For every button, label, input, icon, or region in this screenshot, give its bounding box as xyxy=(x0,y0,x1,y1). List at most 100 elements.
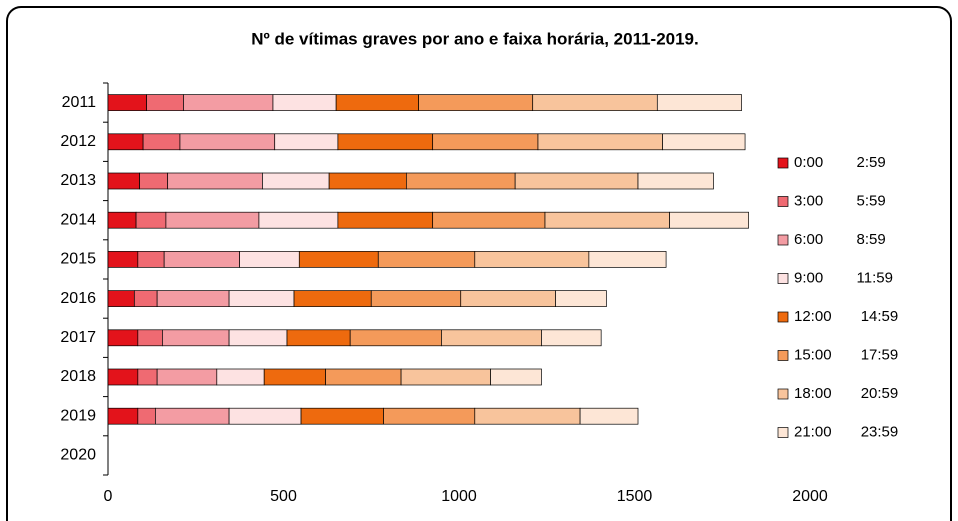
bar-segment xyxy=(146,94,184,111)
bar-segment xyxy=(474,407,581,425)
y-tick-label: 2020 xyxy=(60,447,96,464)
legend-label: 21:00 23:59 xyxy=(794,423,898,440)
chart-title: Nº de vítimas graves por ano e faixa hor… xyxy=(251,29,699,48)
legend-label: 9:00 11:59 xyxy=(794,269,893,286)
bar-segment xyxy=(107,133,144,151)
bar-segment xyxy=(156,368,218,386)
bar-segment xyxy=(137,329,163,347)
bar-segment xyxy=(349,329,442,347)
bar-segment xyxy=(272,94,337,111)
bar-segment xyxy=(107,94,147,111)
y-tick-label: 2019 xyxy=(60,407,96,424)
bar-segment xyxy=(669,211,749,229)
bar-segment xyxy=(142,133,181,151)
bar-segment xyxy=(532,94,658,111)
y-tick-label: 2018 xyxy=(60,368,96,385)
legend-label: 0:00 2:59 xyxy=(794,154,886,171)
bar-segment xyxy=(107,172,140,190)
bar-segment xyxy=(335,94,419,111)
legend-label: 15:00 17:59 xyxy=(794,346,898,363)
bar-segment xyxy=(179,133,276,151)
legend-swatch xyxy=(777,234,789,246)
bar-segment xyxy=(441,329,542,347)
bar-segment xyxy=(162,329,230,347)
bar-segment xyxy=(139,172,169,190)
bar-segment xyxy=(579,407,639,425)
bar-segment xyxy=(228,407,302,425)
legend-swatch xyxy=(777,427,789,438)
bar-segment xyxy=(107,211,137,229)
bar-segment xyxy=(325,368,402,386)
bar-segment xyxy=(298,251,379,268)
bar-segment xyxy=(432,133,539,151)
legend-swatch xyxy=(777,388,789,400)
bar-segment xyxy=(490,368,542,386)
bar-segment xyxy=(137,251,165,268)
y-tick-label: 2012 xyxy=(60,133,96,150)
legend-swatch xyxy=(777,311,789,323)
bar-segment xyxy=(383,407,476,425)
bar-segment xyxy=(370,290,462,307)
bar-segment xyxy=(137,407,156,425)
legend-swatch xyxy=(777,157,789,169)
bar-segment xyxy=(107,329,139,347)
legend-label: 18:00 20:59 xyxy=(794,385,898,402)
bar-segment xyxy=(156,290,230,307)
bar-segment xyxy=(400,368,491,386)
x-tick-label: 500 xyxy=(270,488,297,505)
legend-swatch xyxy=(777,350,789,361)
bar-segment xyxy=(258,211,339,229)
bar-segment xyxy=(107,290,135,307)
bar-segment xyxy=(555,290,607,307)
bar-segment xyxy=(262,172,330,190)
bar-segment xyxy=(460,290,556,307)
bar-segment xyxy=(163,251,240,268)
bar-segment xyxy=(286,329,351,347)
legend-label: 6:00 8:59 xyxy=(794,231,886,248)
bar-segment xyxy=(337,133,434,151)
bar-segment xyxy=(107,368,139,386)
bar-segment xyxy=(637,172,714,190)
bar-segment xyxy=(662,133,746,151)
y-tick-label: 2017 xyxy=(60,329,96,346)
bar-segment xyxy=(337,211,434,229)
x-tick-label: 1500 xyxy=(617,488,653,505)
x-tick-label: 1000 xyxy=(441,488,477,505)
bar-segment xyxy=(263,368,326,386)
bar-segment xyxy=(216,368,265,386)
bar-segment xyxy=(377,251,476,268)
legend-swatch xyxy=(777,196,789,207)
bar-segment xyxy=(107,407,139,425)
bar-segment xyxy=(406,172,516,190)
bar-segment xyxy=(537,133,663,151)
bar-segment xyxy=(328,172,407,190)
y-tick-label: 2014 xyxy=(60,211,96,228)
bar-segment xyxy=(137,368,158,386)
legend-swatch xyxy=(777,273,789,284)
bar-segment xyxy=(300,407,384,425)
bar-segment xyxy=(514,172,639,190)
bar-segment xyxy=(541,329,602,347)
y-tick-label: 2015 xyxy=(60,251,96,268)
x-tick-label: 2000 xyxy=(792,488,828,505)
bar-segment xyxy=(228,290,295,307)
bar-segment xyxy=(228,329,288,347)
legend-label: 12:00 14:59 xyxy=(794,308,898,325)
bar-segment xyxy=(167,172,263,190)
bar-segment xyxy=(418,94,534,111)
bar-segment xyxy=(432,211,546,229)
bar-segment xyxy=(165,211,260,229)
bar-segment xyxy=(474,251,590,268)
x-tick-label: 0 xyxy=(104,488,113,505)
bar-segment xyxy=(656,94,742,111)
y-tick-label: 2013 xyxy=(60,172,96,189)
bar-segment xyxy=(107,251,139,268)
bar-segment xyxy=(274,133,339,151)
bar-segment xyxy=(155,407,230,425)
legend-label: 3:00 5:59 xyxy=(794,192,886,209)
y-tick-label: 2016 xyxy=(60,290,96,307)
y-tick-label: 2011 xyxy=(62,94,97,111)
bar-segment xyxy=(135,211,167,229)
bar-segment xyxy=(239,251,300,268)
